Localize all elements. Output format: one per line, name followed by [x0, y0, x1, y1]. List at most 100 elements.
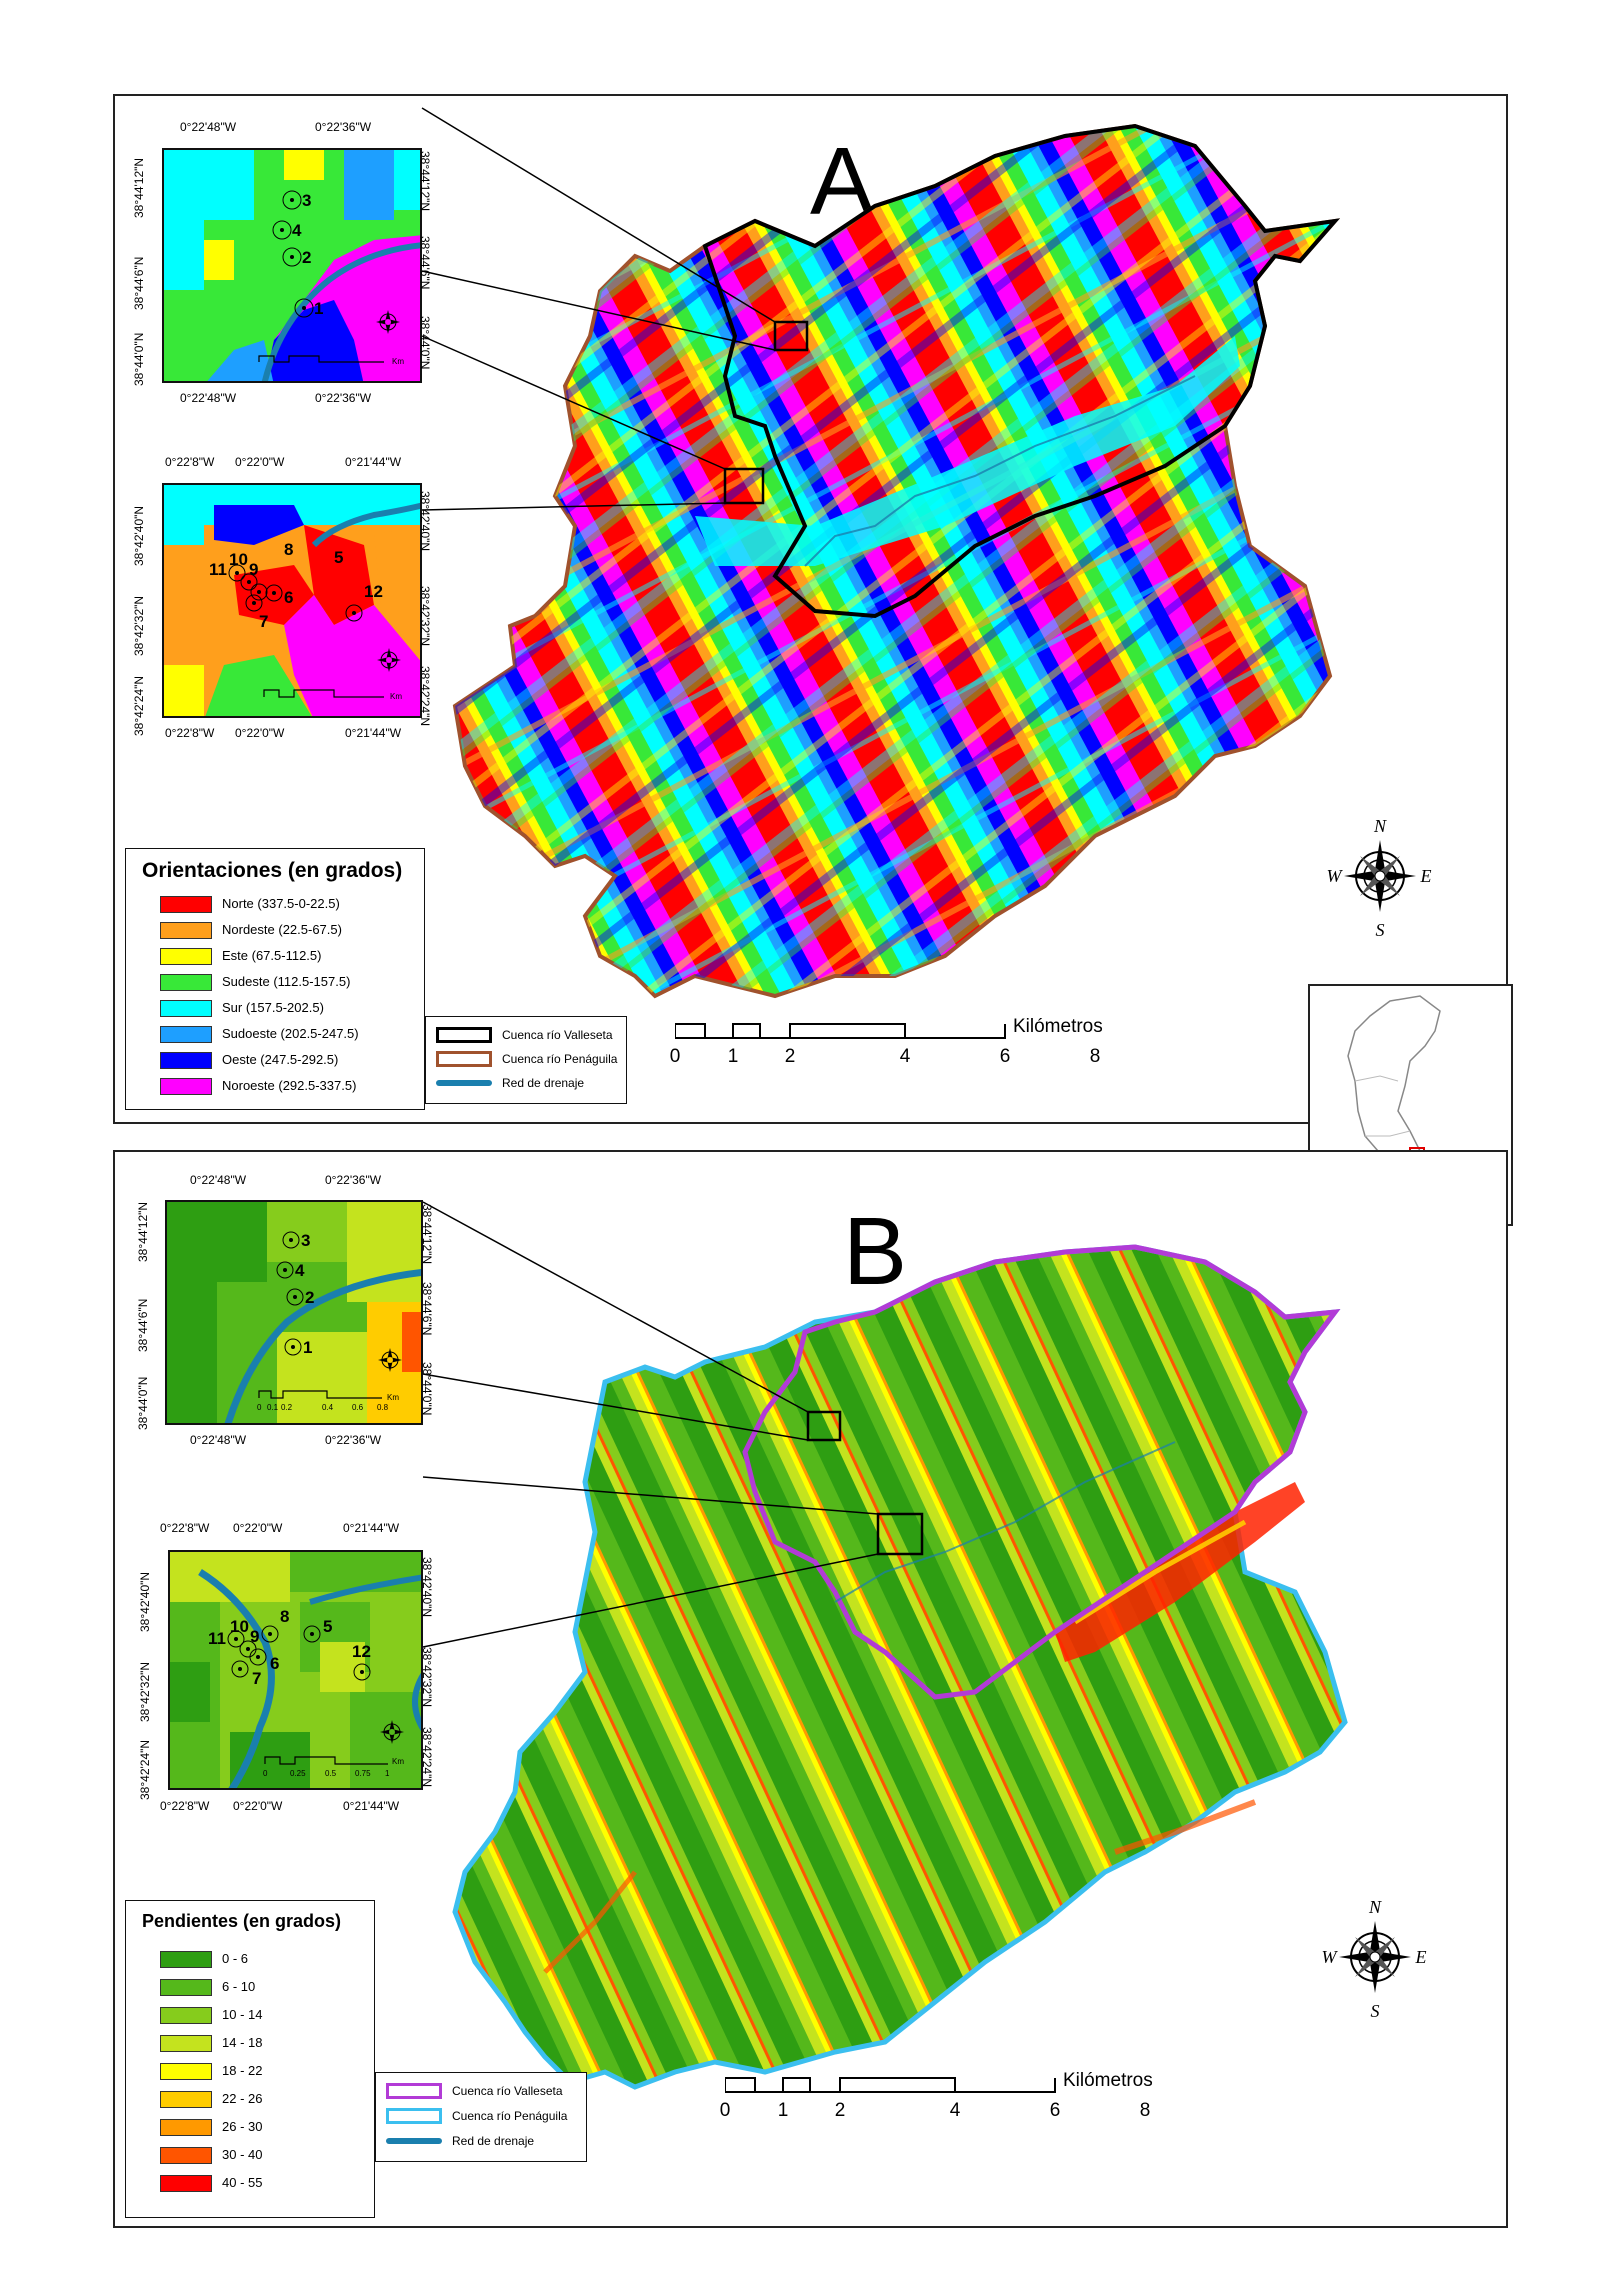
svg-text:E: E [1420, 866, 1432, 886]
site-7: 7 [259, 612, 268, 631]
inset-a-bottom: 11 10 9 8 5 6 7 12 Km [162, 483, 422, 718]
coord-b-top-lat-bottom: 38°44'0"N [136, 1376, 150, 1430]
coord-a-top-lat-mid-r: 38°44'6"N [418, 236, 432, 290]
svg-text:W: W [1327, 866, 1344, 886]
svg-text:0: 0 [263, 1769, 268, 1778]
valleseta-basin-aspect [702, 123, 1341, 619]
svg-text:N: N [1368, 1897, 1382, 1917]
coord-a-bot-lat-bottom-r: 38°42'24"N [418, 666, 432, 727]
coord-a-bot-lat-top: 38°42'40"N [132, 505, 146, 566]
coord-a-bot-lat-mid-r: 38°42'32"N [418, 586, 432, 647]
coord-a-bot-lon-left: 0°22'8"W [165, 455, 215, 469]
svg-text:N: N [1373, 816, 1387, 836]
compass-icon [377, 648, 401, 672]
slope-legend-title: Pendientes (en grados) [142, 1911, 342, 1931]
site-6: 6 [270, 1654, 279, 1673]
panel-b-letter: B [843, 1198, 908, 1305]
coord-a-bot-lat-top-r: 38°42'40"N [418, 491, 432, 552]
inset-b-bottom: 11 10 9 8 5 6 7 12 0 0.25 0.5 0.75 1 Km [168, 1550, 423, 1790]
svg-text:0.5: 0.5 [325, 1769, 337, 1778]
slope-legend: Pendientes (en grados) 0 - 6 6 - 10 10 -… [125, 1900, 375, 2218]
sites-b-bottom: 11 10 9 8 5 6 7 12 [208, 1607, 371, 1688]
coord-b-bot-lon-left-b: 0°22'8"W [160, 1799, 210, 1813]
site-11: 11 [209, 560, 227, 579]
compass-rose-icon-b: N S E W [1322, 1897, 1427, 2021]
site-2: 2 [302, 248, 311, 267]
site-12: 12 [364, 582, 383, 601]
compass-icon [378, 1348, 402, 1372]
panel-a: A [113, 94, 1508, 1124]
site-6: 6 [284, 588, 293, 607]
coord-b-bot-lat-top-r: 38°42'40"N [420, 1557, 434, 1618]
site-8: 8 [280, 1607, 289, 1626]
boundaries-legend-a: Cuenca río Valleseta Cuenca río Penáguil… [425, 1016, 627, 1104]
coord-a-bot-lat-mid: 38°42'32"N [132, 595, 146, 656]
slope-map [422, 1201, 1348, 2090]
site-2: 2 [305, 1288, 314, 1307]
coord-b-bot-lon-mid: 0°22'0"W [233, 1521, 283, 1535]
locator-box-bottom-a [723, 467, 765, 505]
compass-icon [380, 1720, 404, 1744]
site-9: 9 [250, 1627, 259, 1646]
sites-a-bottom: 11 10 9 8 5 6 7 12 [209, 540, 383, 631]
drainage-network-a [804, 375, 1196, 567]
locator-box-bottom-b [876, 1512, 924, 1556]
scale-bar-icon [258, 1390, 382, 1399]
locator-box-top-a [773, 320, 809, 352]
site-3: 3 [301, 1231, 310, 1250]
coord-b-top-lat-top-r: 38°44'12"N [420, 1204, 434, 1265]
panel-b: B [113, 1150, 1508, 2228]
coord-b-top-lat-mid: 38°44'6"N [136, 1298, 150, 1352]
aspect-legend: Orientaciones (en grados) Norte (337.5-0… [125, 848, 425, 1110]
valleseta-basin-slope [742, 1244, 1341, 1700]
sites-a-top: 3 4 2 1 [272, 190, 323, 318]
coord-a-top-lon-left-b: 0°22'48"W [180, 391, 237, 405]
svg-text:0.25: 0.25 [290, 1769, 306, 1778]
coord-a-bot-lon-mid: 0°22'0"W [235, 455, 285, 469]
svg-text:0.8: 0.8 [377, 1403, 389, 1412]
svg-text:1: 1 [385, 1769, 390, 1778]
coord-b-top-lon-right: 0°22'36"W [325, 1173, 382, 1187]
svg-text:S: S [1371, 2001, 1380, 2021]
coord-b-bot-lon-right-b: 0°21'44"W [343, 1799, 400, 1813]
coord-a-top-lon-left: 0°22'48"W [180, 120, 237, 134]
coord-a-bot-lon-right-b: 0°21'44"W [345, 726, 402, 740]
coord-a-top-lat-mid: 38°44'6"N [132, 256, 146, 310]
site-5: 5 [323, 1617, 332, 1636]
site-1: 1 [314, 299, 323, 318]
svg-text:0.4: 0.4 [322, 1403, 334, 1412]
site-9: 9 [249, 560, 258, 579]
coord-a-top-lat-bottom: 38°44'0"N [132, 332, 146, 386]
coord-b-bot-lon-mid-b: 0°22'0"W [233, 1799, 283, 1813]
inset-a-top: 3 4 2 1 Km [162, 148, 422, 383]
boundaries-legend-b: Cuenca río Valleseta Cuenca río Penáguil… [375, 2072, 587, 2162]
site-12: 12 [352, 1642, 371, 1661]
drainage-network-b [834, 1441, 1176, 1603]
sites-b-top: 3 4 2 1 [276, 1231, 314, 1357]
site-7: 7 [252, 1669, 261, 1688]
svg-text:S: S [1376, 920, 1385, 940]
scale-unit-b: Kilómetros [1063, 2070, 1153, 2091]
coord-b-bot-lat-mid-r: 38°42'32"N [420, 1647, 434, 1708]
site-11: 11 [208, 1629, 226, 1648]
coord-a-bot-lat-bottom: 38°42'24"N [132, 675, 146, 736]
coord-a-top-lon-right-b: 0°22'36"W [315, 391, 372, 405]
svg-text:0: 0 [257, 1403, 262, 1412]
coord-a-top-lat-top: 38°44'12"N [132, 157, 146, 218]
coord-a-bot-lon-mid-b: 0°22'0"W [235, 726, 285, 740]
coord-b-top-lon-right-b: 0°22'36"W [325, 1433, 382, 1447]
coord-b-top-lat-bottom-r: 38°44'0"N [420, 1362, 434, 1416]
coord-a-top-lon-right: 0°22'36"W [315, 120, 372, 134]
svg-text:0.75: 0.75 [355, 1769, 371, 1778]
scale-bar-a: Kilómetros 0 1 2 4 6 8 [669, 1016, 1103, 1067]
coord-b-bot-lat-top: 38°42'40"N [138, 1571, 152, 1632]
svg-text:0.2: 0.2 [281, 1403, 293, 1412]
coord-a-bot-lon-left-b: 0°22'8"W [165, 726, 215, 740]
svg-text:0.1: 0.1 [267, 1403, 279, 1412]
coord-b-bot-lat-mid: 38°42'32"N [138, 1661, 152, 1722]
svg-text:0.6: 0.6 [352, 1403, 364, 1412]
scale-bar-icon [264, 1756, 388, 1765]
locator-box-top-b [806, 1410, 842, 1442]
svg-text:Km: Km [387, 1393, 399, 1402]
